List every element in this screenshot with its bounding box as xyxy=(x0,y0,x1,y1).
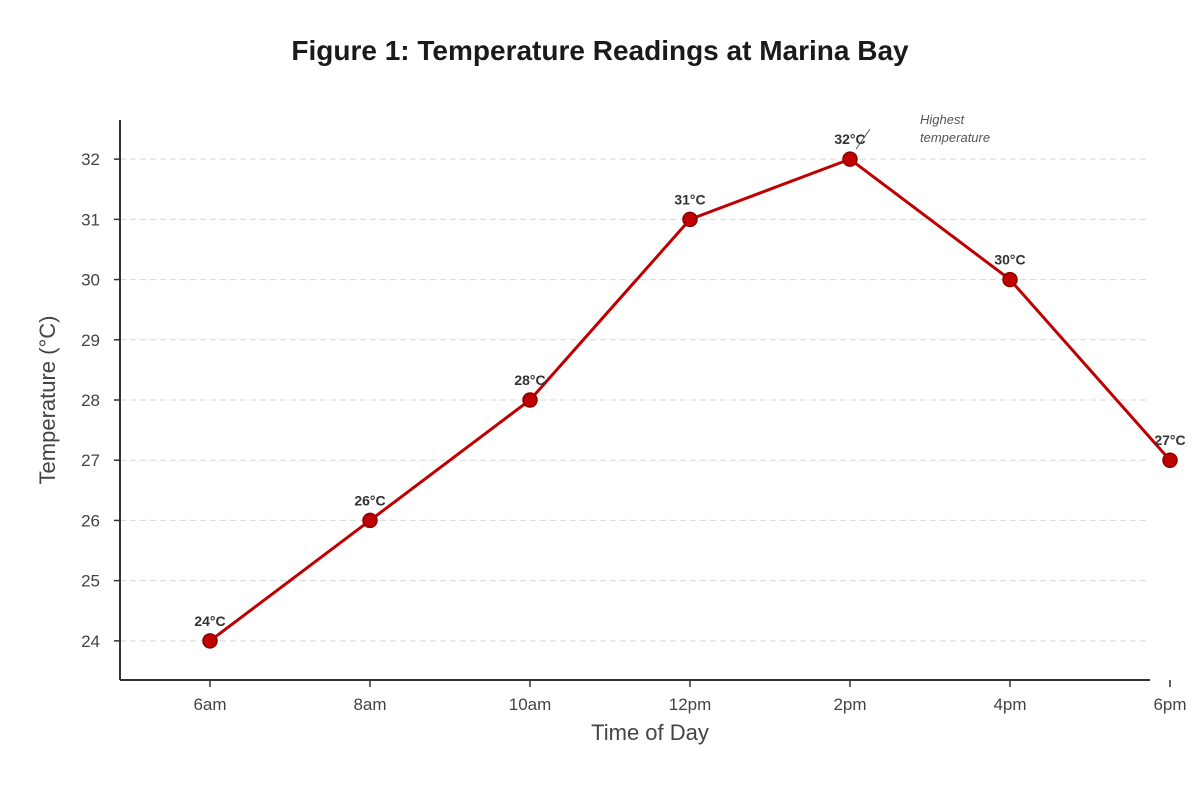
x-tick-label: 8am xyxy=(353,695,386,714)
data-label-6pm: 27°C xyxy=(1154,432,1185,448)
data-labels: 24°C 26°C 28°C 31°C 32°C 30°C 27°C xyxy=(194,131,1185,629)
y-tick-label: 30 xyxy=(81,271,100,290)
data-point-6pm xyxy=(1162,452,1178,468)
y-tick-label: 25 xyxy=(81,572,100,591)
chart-title: Figure 1: Temperature Readings at Marina… xyxy=(291,35,909,66)
data-point-4pm xyxy=(1002,271,1018,288)
annotation-text-line: Highest xyxy=(920,112,965,127)
x-tick-label: 12pm xyxy=(669,695,712,714)
annotation-arrow xyxy=(855,128,871,150)
data-label-4pm: 30°C xyxy=(994,252,1025,268)
data-point-12pm xyxy=(682,211,698,228)
data-label-6am: 24°C xyxy=(194,613,225,629)
x-tick-label: 10am xyxy=(509,695,552,714)
y-axis-title: Temperature (°C) xyxy=(35,316,60,485)
annotation: Highest temperature xyxy=(855,112,990,150)
y-tick-label: 28 xyxy=(81,391,100,410)
data-point-10am xyxy=(522,392,538,408)
y-tick-label: 32 xyxy=(81,150,100,169)
x-tick-label: 6pm xyxy=(1153,695,1186,714)
data-label-12pm: 31°C xyxy=(674,191,705,207)
annotation-text-line: temperature xyxy=(920,130,990,145)
x-tick-label: 6am xyxy=(193,695,226,714)
grid-lines xyxy=(120,158,1150,642)
y-tick-label: 31 xyxy=(81,210,100,229)
x-axis-ticks: 6am 8am 10am 12pm 2pm 4pm 6pm xyxy=(193,680,1187,714)
data-point-2pm xyxy=(842,151,858,167)
data-label-8am: 26°C xyxy=(354,492,385,508)
data-label-10am: 28°C xyxy=(514,372,545,388)
y-tick-label: 29 xyxy=(81,331,100,350)
y-tick-label: 26 xyxy=(81,511,100,530)
y-axis-ticks: 24 25 26 27 28 29 30 31 32 xyxy=(81,150,120,651)
y-tick-label: 24 xyxy=(81,632,100,651)
x-tick-label: 2pm xyxy=(833,695,866,714)
x-axis-title: Time of Day xyxy=(591,720,709,745)
data-point-6am xyxy=(202,633,218,649)
data-series xyxy=(202,151,1178,649)
data-point-8am xyxy=(362,512,378,529)
x-tick-label: 4pm xyxy=(993,695,1026,714)
data-label-2pm: 32°C xyxy=(834,131,865,147)
y-tick-label: 27 xyxy=(81,451,100,470)
